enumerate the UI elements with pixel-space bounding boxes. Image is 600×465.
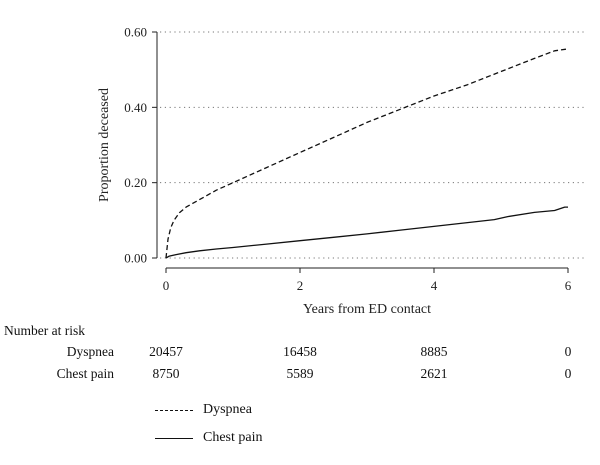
axis-layer: 0.00 0.20 0.40 0.60 0 2 4 6: [124, 25, 572, 294]
x-tick-label: 4: [431, 278, 438, 293]
risk-value: 8750: [152, 366, 180, 381]
y-tick-label: 0.60: [124, 25, 147, 40]
risk-value: 0: [564, 344, 572, 359]
x-tick-label: 2: [297, 278, 304, 293]
x-tick-label: 6: [565, 278, 572, 293]
y-tick-label: 0.00: [124, 251, 147, 266]
x-tick-label: 0: [163, 278, 170, 293]
series-layer: [165, 48, 569, 259]
legend-swatch-solid: [155, 437, 193, 439]
x-axis-title: Years from ED contact: [303, 302, 431, 317]
series-line-chest-pain: [165, 206, 568, 259]
risk-value: 0: [564, 366, 572, 381]
legend-swatch-dashed: [155, 409, 193, 411]
series-line-dyspnea: [165, 48, 569, 259]
legend-label: Chest pain: [203, 430, 263, 445]
survival-chart: 0.00 0.20 0.40 0.60 0 2 4 6 Proportion deceased…: [97, 25, 585, 317]
risk-value: 16458: [283, 344, 317, 359]
legend-item-dyspnea: Dyspnea: [155, 402, 252, 418]
risk-value: 2621: [420, 366, 448, 381]
risk-row-label-dyspnea: Dyspnea: [66, 344, 114, 359]
risk-value: 20457: [149, 344, 183, 359]
legend-item-chest-pain: Chest pain: [155, 430, 263, 446]
risk-value: 8885: [420, 344, 448, 359]
legend-label: Dyspnea: [203, 402, 252, 417]
y-tick-label: 0.20: [124, 175, 147, 190]
y-axis-title: Proportion deceased: [97, 88, 112, 202]
risk-value: 5589: [286, 366, 314, 381]
risk-table-heading: Number at risk: [4, 323, 85, 338]
risk-row-label-chest-pain: Chest pain: [56, 366, 114, 381]
y-tick-label: 0.40: [124, 100, 147, 115]
grid-layer: [160, 31, 585, 259]
